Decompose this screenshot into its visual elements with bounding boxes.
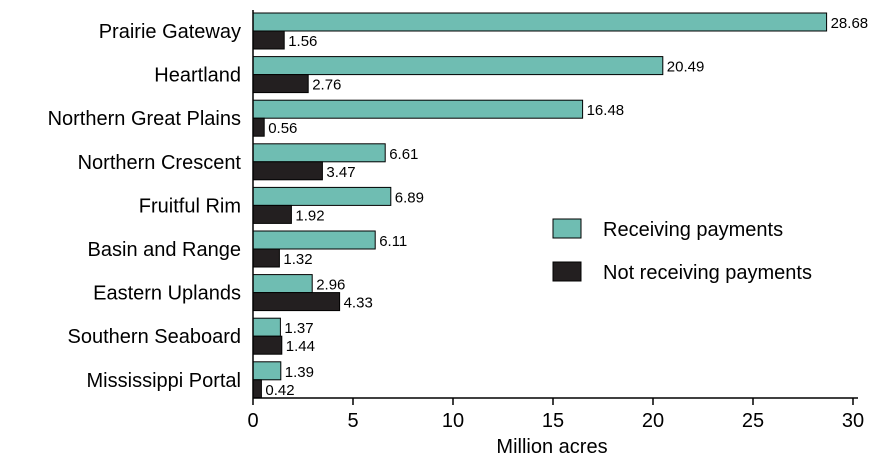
data-label: 20.49	[667, 59, 705, 76]
x-tick-label: 15	[542, 410, 564, 432]
bar	[252, 117, 265, 137]
bar	[252, 12, 828, 32]
category-label: Basin and Range	[88, 239, 241, 261]
bar	[252, 248, 280, 268]
category-label: Southern Seaboard	[68, 326, 241, 348]
bar	[252, 317, 281, 337]
category-label: Mississippi Portal	[87, 370, 241, 392]
x-tick-label: 25	[742, 410, 764, 432]
data-label: 6.61	[389, 146, 418, 163]
bar	[252, 56, 664, 76]
data-label: 0.56	[268, 120, 297, 137]
category-label: Fruitful Rim	[139, 195, 241, 217]
x-tick-label: 20	[642, 410, 664, 432]
data-label: 4.33	[344, 295, 373, 312]
category-label: Northern Great Plains	[48, 108, 241, 130]
bar	[252, 99, 584, 119]
category-label: Heartland	[154, 65, 241, 87]
x-tick-label: 10	[442, 410, 464, 432]
x-tick-label: 0	[247, 410, 258, 432]
legend-label-receiving: Receiving payments	[603, 219, 783, 241]
data-label: 0.42	[265, 382, 294, 399]
legend: Receiving payments Not receiving payment…	[552, 218, 812, 284]
legend-swatch-receiving	[552, 218, 582, 239]
bar	[252, 186, 392, 206]
bars-layer: Prairie Gateway 28.68 1.56 Heartland 20.49 2.…	[48, 12, 869, 399]
bar	[252, 292, 341, 312]
category-label: Prairie Gateway	[99, 21, 241, 43]
data-label: 1.39	[285, 364, 314, 381]
x-tick-label: 5	[347, 410, 358, 432]
data-label: 6.89	[395, 189, 424, 206]
axis-layer: 0 5 10 15 20 25 30	[247, 10, 864, 432]
data-label: 1.32	[283, 251, 312, 268]
data-label: 6.11	[379, 233, 407, 250]
data-label: 1.37	[284, 320, 313, 337]
data-label: 28.68	[831, 15, 869, 32]
bar	[252, 161, 323, 181]
data-label: 1.44	[286, 338, 315, 355]
category-label: Eastern Uplands	[93, 283, 241, 305]
data-label: 3.47	[326, 164, 355, 181]
bar	[252, 74, 309, 94]
x-tick-label: 30	[842, 410, 864, 432]
data-label: 2.96	[316, 277, 345, 294]
bar	[252, 143, 386, 163]
legend-swatch-not-receiving	[552, 261, 582, 282]
bar	[252, 335, 283, 355]
legend-label-not-receiving: Not receiving payments	[603, 262, 812, 284]
bar	[252, 204, 292, 224]
bar	[252, 379, 262, 399]
data-label: 1.92	[295, 207, 324, 224]
bar	[252, 30, 285, 50]
x-axis-title: Million acres	[496, 436, 607, 458]
data-label: 2.76	[312, 77, 341, 94]
data-label: 16.48	[587, 102, 625, 119]
bar	[252, 274, 313, 294]
bar	[252, 230, 376, 250]
data-label: 1.56	[288, 33, 317, 50]
category-label: Northern Crescent	[78, 152, 242, 174]
bar	[252, 361, 282, 381]
